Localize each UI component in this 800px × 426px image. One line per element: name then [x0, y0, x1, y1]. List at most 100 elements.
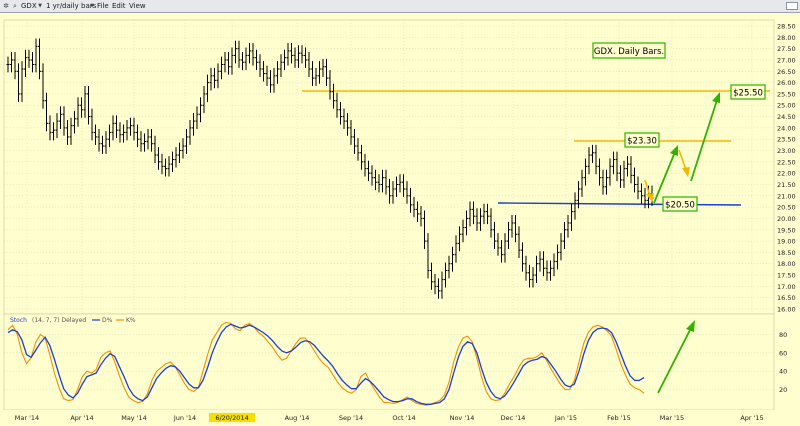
- price-bar: [234, 40, 237, 64]
- price-bar: [524, 255, 528, 281]
- menu-view[interactable]: View: [129, 2, 146, 10]
- price-bar: [549, 260, 552, 281]
- legend-d: D%: [102, 317, 113, 324]
- price-tick-label: 20.00: [777, 215, 796, 223]
- price-bar: [171, 151, 174, 173]
- chevron-down-icon[interactable]: ▼: [90, 3, 94, 9]
- price-tick-label: 22.50: [777, 158, 796, 166]
- price-bar: [367, 160, 370, 182]
- price-bar: [570, 203, 573, 231]
- price-bar: [363, 153, 367, 177]
- time-tick-label: Aug '14: [285, 414, 310, 422]
- menu-edit[interactable]: Edit: [112, 2, 126, 10]
- price-tick-label: 25.00: [777, 102, 796, 110]
- price-bar: [636, 176, 640, 200]
- price-bar: [321, 58, 325, 77]
- gear-icon[interactable]: ✲: [3, 2, 9, 10]
- time-tick-label: Feb '15: [607, 414, 631, 422]
- price-bar: [318, 61, 321, 84]
- price-bar: [314, 67, 318, 86]
- price-bar: [615, 151, 619, 182]
- price-bar: [332, 83, 335, 109]
- price-bar: [440, 271, 444, 299]
- time-tick-label: Nov '14: [450, 414, 475, 422]
- price-bar: [279, 54, 283, 77]
- price-bar: [52, 122, 55, 141]
- price-bar: [136, 124, 139, 148]
- price-bar: [433, 273, 437, 295]
- period-label[interactable]: 1 yr/daily bars: [46, 2, 97, 10]
- price-tick-label: 17.50: [777, 272, 796, 280]
- price-bar: [486, 203, 489, 225]
- chart-title: GDX. Daily Bars.: [594, 47, 664, 57]
- price-bar: [535, 255, 538, 283]
- price-bar: [507, 221, 510, 250]
- chevron-down-icon[interactable]: ▼: [38, 3, 42, 9]
- price-bar: [251, 42, 255, 66]
- price-bar: [290, 42, 293, 64]
- price-bar: [580, 169, 584, 197]
- price-bar: [248, 42, 251, 64]
- label-box-23-30: [624, 132, 660, 148]
- price-bar: [24, 49, 27, 77]
- price-bar: [468, 201, 472, 227]
- price-bar: [517, 226, 521, 259]
- price-tick-label: 24.50: [777, 113, 796, 121]
- zoom-icon[interactable]: ⌕: [13, 2, 17, 10]
- price-bar: [577, 181, 580, 209]
- price-tick-label: 27.00: [777, 56, 796, 64]
- menu-file[interactable]: File: [97, 2, 109, 10]
- price-bar: [587, 147, 591, 175]
- price-bar: [167, 156, 171, 177]
- price-bar: [458, 226, 461, 252]
- price-bar: [195, 106, 199, 130]
- price-bar: [419, 205, 423, 227]
- price-bar: [300, 45, 304, 64]
- panel-dropdown[interactable]: [786, 2, 798, 10]
- symbol-label[interactable]: GDX: [21, 2, 37, 10]
- stoch-up-arrow: [657, 327, 692, 394]
- price-bar: [412, 196, 416, 218]
- price-label-23-30: $23.30: [627, 137, 657, 147]
- price-bar: [563, 221, 566, 250]
- price-bar: [622, 160, 626, 188]
- price-bar: [244, 47, 248, 71]
- price-bar: [276, 61, 279, 84]
- price-bar: [598, 158, 601, 186]
- price-tick-label: 22.00: [777, 170, 796, 178]
- price-bar: [213, 67, 216, 89]
- stoch-tick-label: 20: [779, 386, 787, 394]
- stoch-tick-label: 40: [779, 368, 787, 376]
- price-bar: [514, 215, 517, 243]
- price-bar: [398, 174, 402, 193]
- stoch-panel: [3, 313, 775, 411]
- price-bar: [430, 262, 433, 290]
- price-bar: [426, 233, 430, 279]
- price-bar: [447, 255, 451, 279]
- price-bar: [262, 61, 265, 82]
- price-bar: [150, 129, 153, 152]
- price-bar: [360, 144, 363, 170]
- projection-arrows: [644, 92, 720, 204]
- time-tick-label: Sep '14: [339, 414, 363, 422]
- price-bar: [115, 115, 118, 139]
- price-bar: [605, 169, 608, 195]
- price-bar: [76, 97, 80, 127]
- price-bar: [370, 165, 374, 186]
- price-bar: [493, 221, 496, 250]
- price-bar: [356, 138, 360, 161]
- price-bar: [626, 156, 629, 177]
- price-bar: [566, 215, 570, 238]
- price-bar: [377, 174, 381, 193]
- price-bar: [38, 38, 41, 80]
- price-bar: [451, 246, 454, 272]
- price-bar: [556, 244, 559, 270]
- price-bar: [108, 124, 111, 148]
- price-bar: [503, 233, 507, 263]
- price-bar: [619, 165, 622, 188]
- price-bar: [129, 117, 132, 136]
- price-tick-label: 17.00: [777, 283, 796, 291]
- price-bar: [34, 38, 38, 73]
- price-bar: [160, 153, 164, 175]
